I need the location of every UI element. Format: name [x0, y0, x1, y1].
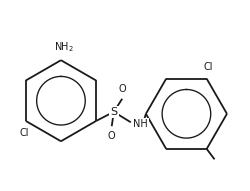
- Text: Cl: Cl: [203, 62, 213, 72]
- Text: NH: NH: [134, 119, 148, 129]
- Text: NH$_2$: NH$_2$: [54, 40, 74, 54]
- Text: Cl: Cl: [20, 128, 29, 138]
- Text: S: S: [110, 107, 118, 117]
- Text: O: O: [108, 131, 115, 141]
- Text: O: O: [119, 84, 126, 94]
